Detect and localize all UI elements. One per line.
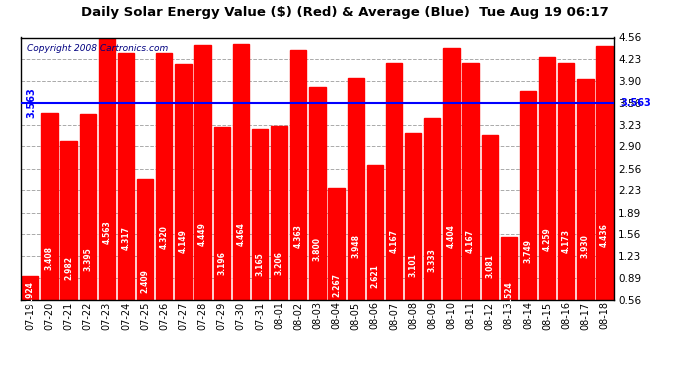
Bar bbox=[22, 276, 39, 337]
Bar bbox=[558, 63, 574, 337]
Bar bbox=[501, 237, 517, 337]
Text: 4.363: 4.363 bbox=[294, 225, 303, 249]
Bar bbox=[156, 53, 172, 337]
Bar bbox=[366, 165, 383, 337]
Bar bbox=[233, 44, 249, 337]
Bar bbox=[99, 37, 115, 337]
Bar bbox=[348, 78, 364, 337]
Text: 4.320: 4.320 bbox=[160, 226, 169, 249]
Text: 4.317: 4.317 bbox=[121, 226, 130, 250]
Text: 3.333: 3.333 bbox=[428, 248, 437, 272]
Text: 3.930: 3.930 bbox=[581, 234, 590, 258]
Bar bbox=[175, 64, 192, 337]
Bar bbox=[290, 50, 306, 337]
Bar bbox=[482, 135, 497, 337]
Text: Daily Solar Energy Value ($) (Red) & Average (Blue)  Tue Aug 19 06:17: Daily Solar Energy Value ($) (Red) & Ave… bbox=[81, 6, 609, 19]
Bar bbox=[195, 45, 210, 337]
Bar bbox=[41, 113, 57, 337]
Text: 3.196: 3.196 bbox=[217, 251, 226, 275]
Text: 3.563: 3.563 bbox=[27, 87, 37, 118]
Bar bbox=[405, 133, 421, 337]
Bar bbox=[462, 63, 479, 337]
Bar bbox=[520, 91, 536, 337]
Bar bbox=[424, 118, 440, 337]
Text: 3.800: 3.800 bbox=[313, 237, 322, 261]
Bar bbox=[386, 63, 402, 337]
Text: 3.081: 3.081 bbox=[485, 254, 494, 278]
Bar bbox=[328, 188, 345, 337]
Bar bbox=[61, 141, 77, 337]
Bar bbox=[309, 87, 326, 337]
Text: 1.524: 1.524 bbox=[504, 282, 513, 305]
Text: 2.267: 2.267 bbox=[332, 273, 341, 297]
Text: 4.404: 4.404 bbox=[447, 224, 456, 248]
Bar bbox=[271, 126, 287, 337]
Text: 4.167: 4.167 bbox=[466, 229, 475, 253]
Text: 4.259: 4.259 bbox=[542, 227, 551, 251]
Text: 3.948: 3.948 bbox=[351, 234, 360, 258]
Text: 3.101: 3.101 bbox=[408, 254, 417, 278]
Text: 3.749: 3.749 bbox=[524, 238, 533, 262]
Text: 4.449: 4.449 bbox=[198, 223, 207, 246]
Bar bbox=[214, 127, 230, 337]
Bar bbox=[79, 114, 96, 337]
Text: 2.982: 2.982 bbox=[64, 256, 73, 280]
Text: 3.165: 3.165 bbox=[255, 252, 264, 276]
Bar bbox=[443, 48, 460, 337]
Bar bbox=[539, 57, 555, 337]
Text: 2.621: 2.621 bbox=[371, 265, 380, 288]
Text: 3.206: 3.206 bbox=[275, 251, 284, 275]
Text: 3.395: 3.395 bbox=[83, 247, 92, 271]
Text: 4.464: 4.464 bbox=[237, 222, 246, 246]
Bar bbox=[118, 54, 134, 337]
Text: Copyright 2008 Cartronics.com: Copyright 2008 Cartronics.com bbox=[27, 44, 168, 53]
Text: 4.149: 4.149 bbox=[179, 230, 188, 254]
Text: 3.563: 3.563 bbox=[620, 98, 651, 108]
Bar bbox=[596, 46, 613, 337]
Text: 4.167: 4.167 bbox=[389, 229, 398, 253]
Text: 0.924: 0.924 bbox=[26, 282, 34, 305]
Text: 4.173: 4.173 bbox=[562, 229, 571, 253]
Text: 4.436: 4.436 bbox=[600, 223, 609, 247]
Text: 4.563: 4.563 bbox=[102, 220, 111, 244]
Bar bbox=[578, 79, 593, 337]
Text: 3.408: 3.408 bbox=[45, 246, 54, 270]
Text: 2.409: 2.409 bbox=[141, 270, 150, 293]
Bar bbox=[252, 129, 268, 337]
Bar bbox=[137, 178, 153, 337]
